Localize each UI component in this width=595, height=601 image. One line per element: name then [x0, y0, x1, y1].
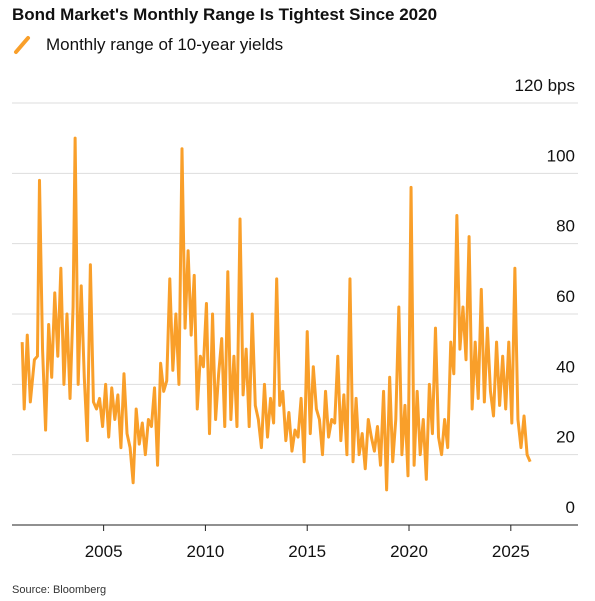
x-tick-label: 2010	[187, 542, 225, 561]
x-tick-label: 2020	[390, 542, 428, 561]
legend-swatch	[14, 36, 30, 54]
y-tick-label: 60	[556, 287, 575, 306]
x-tick-label: 2025	[492, 542, 530, 561]
source: Source: Bloomberg	[12, 584, 106, 596]
x-tick-label: 2015	[288, 542, 326, 561]
y-tick-label: 100	[547, 146, 575, 165]
y-tick-label: 40	[556, 357, 575, 376]
y-tick-label: 0	[566, 498, 575, 517]
y-tick-label: 20	[556, 428, 575, 447]
x-tick-label: 2005	[85, 542, 123, 561]
data-line	[20, 136, 532, 492]
legend-label: Monthly range of 10-year yields	[46, 35, 283, 54]
y-tick-label: 120 bps	[515, 76, 576, 95]
y-tick-label: 80	[556, 217, 575, 236]
chart-title: Bond Market's Monthly Range Is Tightest …	[12, 5, 437, 24]
